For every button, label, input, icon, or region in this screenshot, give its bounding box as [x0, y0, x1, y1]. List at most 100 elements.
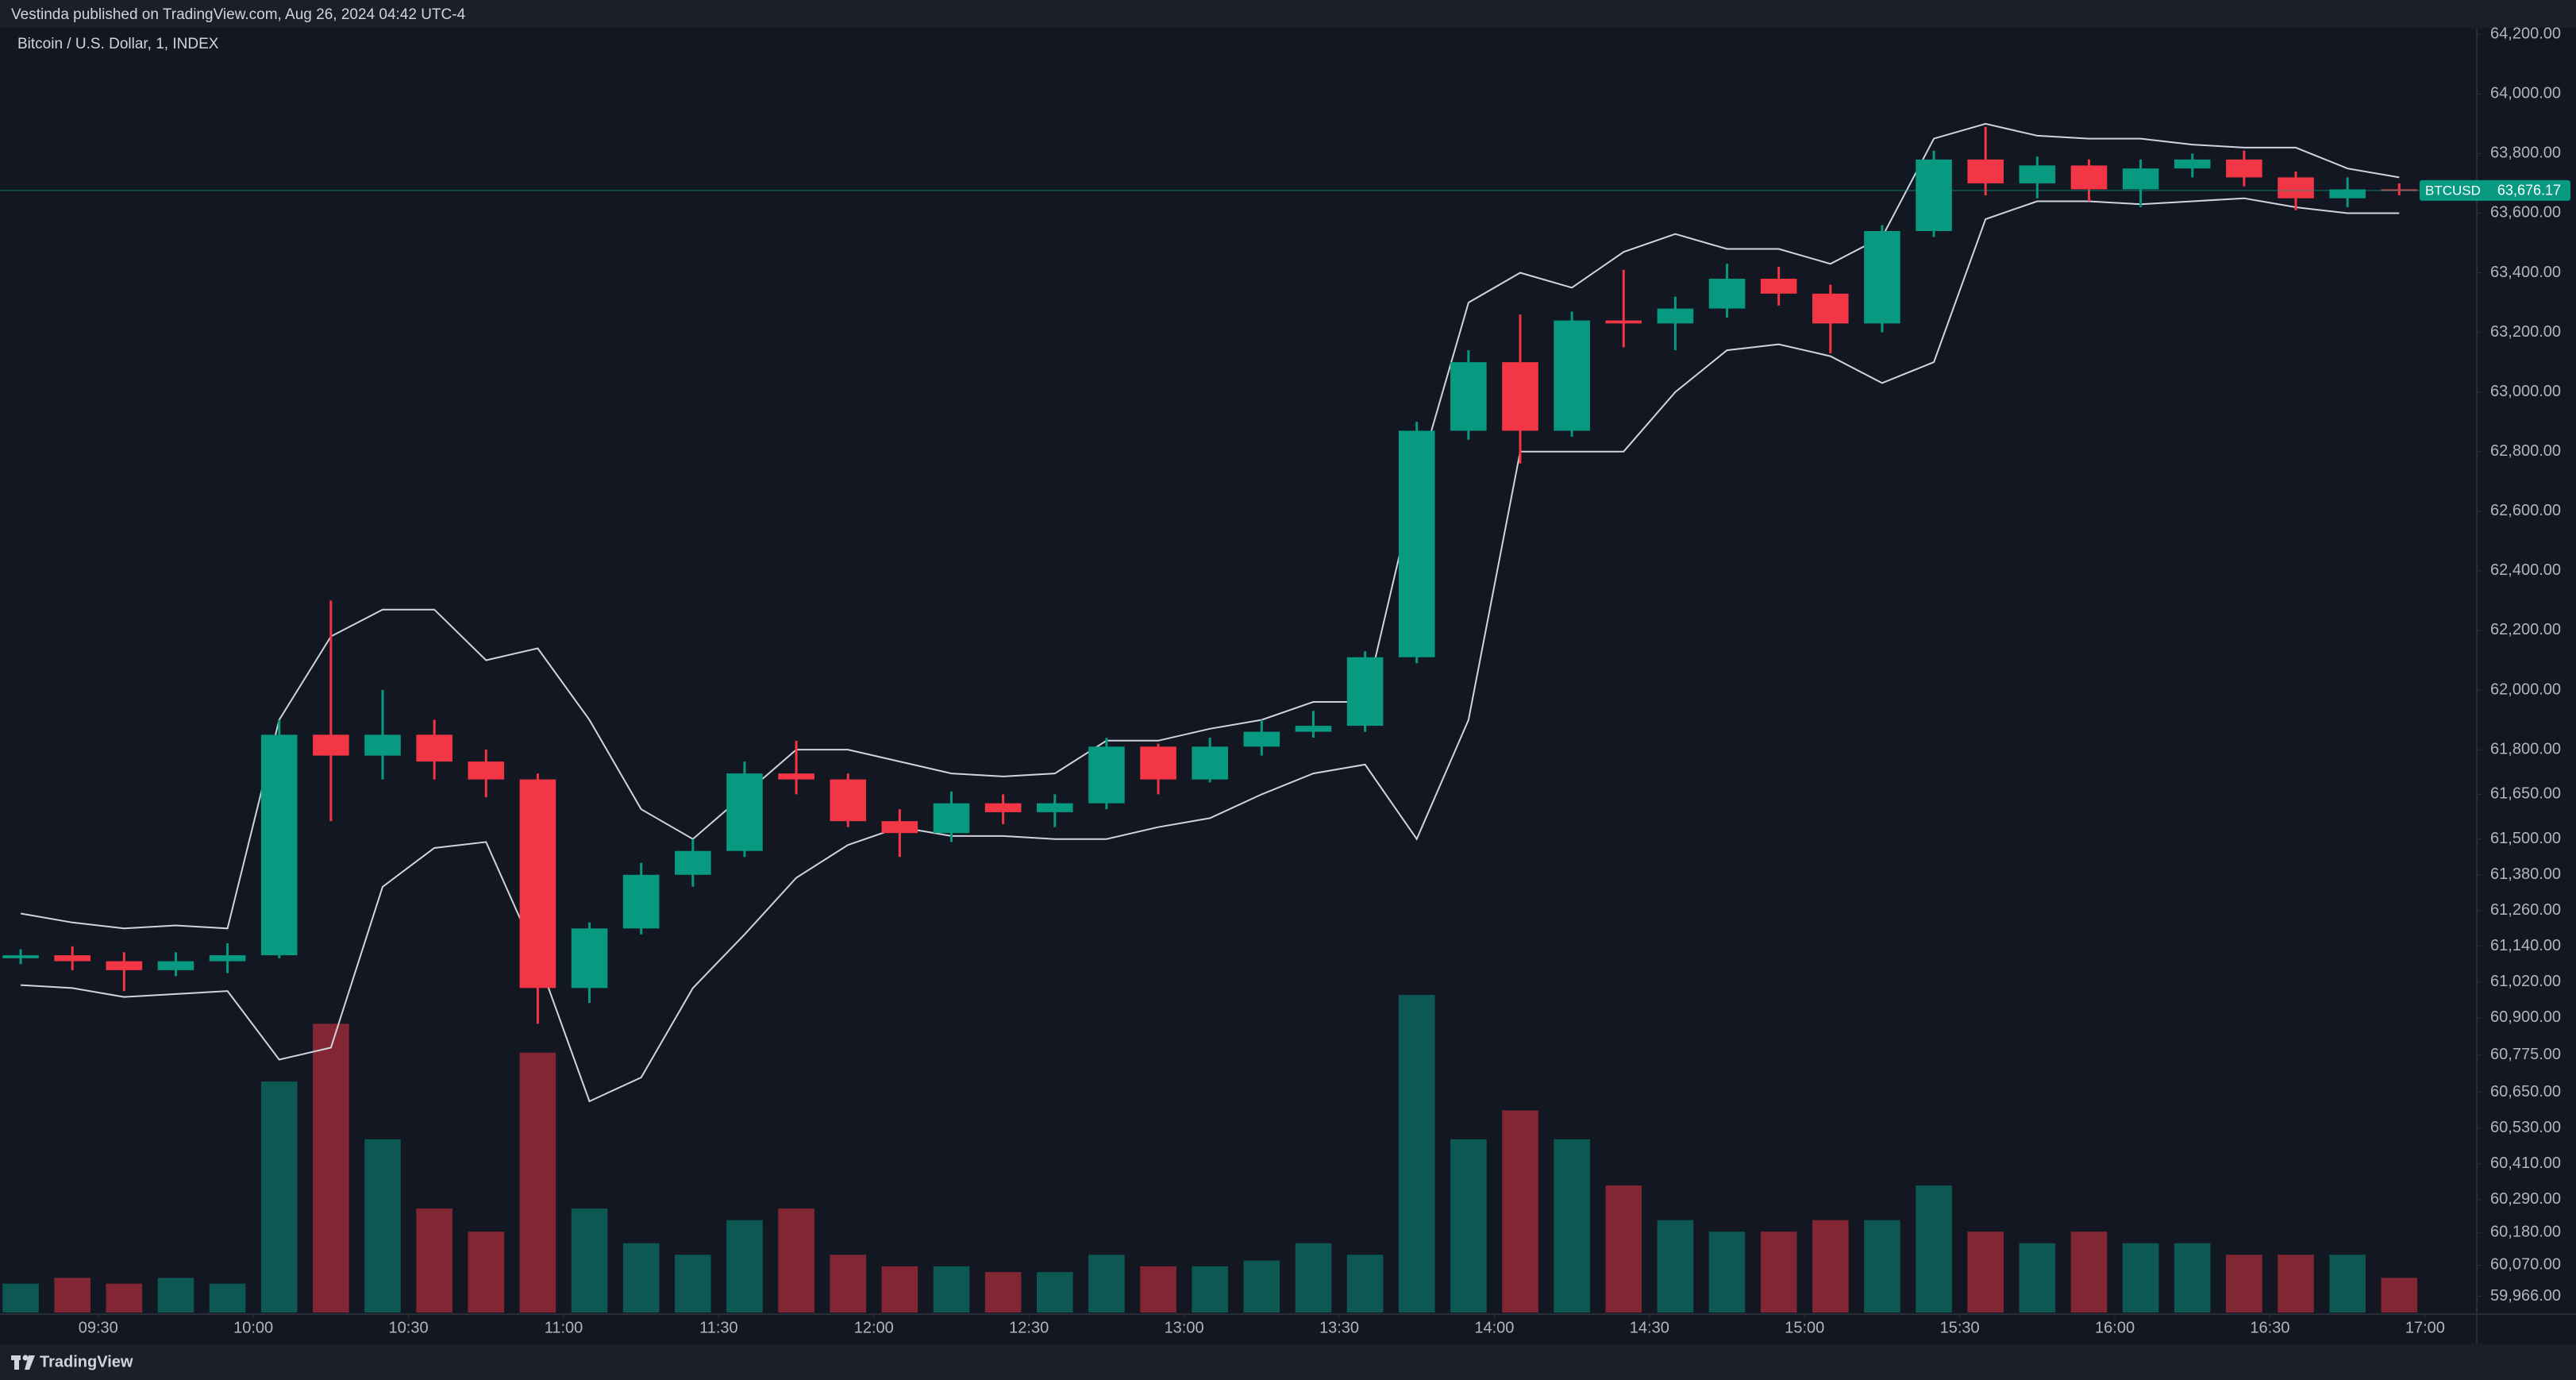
volume-bar	[1036, 1272, 1073, 1313]
candle-body	[933, 803, 970, 834]
candle	[313, 600, 349, 822]
x-tick-label: 15:00	[1785, 1319, 1824, 1336]
volume-bar	[1916, 1185, 1952, 1313]
y-tick-label: 63,000.00	[2490, 383, 2561, 400]
candle	[2174, 153, 2211, 178]
volume-bar	[1398, 995, 1435, 1313]
y-tick-label: 62,800.00	[2490, 442, 2561, 460]
y-tick-label: 61,020.00	[2490, 973, 2561, 990]
candle	[1605, 269, 1642, 348]
y-tick-label: 61,800.00	[2490, 740, 2561, 757]
y-tick-label: 59,966.00	[2490, 1287, 2561, 1305]
candle-body	[726, 773, 763, 851]
candle-body	[1295, 726, 1332, 732]
y-tick-label: 61,650.00	[2490, 785, 2561, 803]
footer-bar	[0, 1344, 2576, 1380]
x-tick-label: 10:30	[389, 1319, 429, 1336]
volume-bar	[1967, 1232, 2004, 1313]
candle	[1916, 150, 1952, 237]
volume-bar	[2278, 1255, 2314, 1313]
volume-bar	[2329, 1255, 2366, 1313]
candle	[2, 949, 39, 965]
volume-bar	[1657, 1220, 1694, 1313]
brand: TradingView	[40, 1353, 133, 1370]
volume-bar	[1554, 1139, 1590, 1313]
volume-bar	[571, 1208, 608, 1313]
candle	[622, 862, 660, 935]
candle	[1657, 296, 1694, 351]
volume-bar	[2226, 1255, 2262, 1313]
candle-body	[2226, 159, 2262, 178]
y-tick-label: 62,600.00	[2490, 502, 2561, 519]
candle-body	[1140, 746, 1176, 780]
x-tick-label: 11:00	[545, 1319, 583, 1336]
candle-body	[1605, 320, 1642, 324]
volume-bar	[1450, 1139, 1487, 1313]
header-text: Vestinda published on TradingView.com, A…	[11, 6, 466, 23]
volume-bar	[830, 1255, 867, 1313]
candle-body	[1502, 362, 1538, 431]
candle	[54, 946, 90, 970]
y-tick-label: 60,775.00	[2490, 1046, 2561, 1063]
y-tick-label: 61,500.00	[2490, 830, 2561, 847]
candle-body	[778, 773, 814, 780]
candle-body	[364, 734, 401, 756]
x-tick-label: 14:00	[1474, 1319, 1514, 1336]
volume-bar	[2070, 1232, 2108, 1313]
candle	[157, 952, 194, 977]
y-tick-label: 60,900.00	[2490, 1008, 2561, 1026]
x-tick-label: 13:30	[1319, 1319, 1359, 1336]
candle-body	[984, 803, 1022, 812]
band-lower	[21, 197, 2400, 1103]
candle-body	[571, 928, 608, 989]
candle	[416, 719, 452, 780]
candle	[519, 773, 556, 1024]
candle-body	[1864, 230, 1900, 324]
volume-bar	[1605, 1185, 1642, 1313]
volume-bar	[622, 1243, 660, 1313]
x-tick-label: 13:00	[1165, 1319, 1204, 1336]
candle	[2122, 159, 2159, 207]
x-tick-label: 16:00	[2095, 1319, 2135, 1336]
candle	[2019, 156, 2056, 199]
volume-bar	[54, 1278, 90, 1313]
y-tick-label: 63,400.00	[2490, 264, 2561, 281]
last-price-tag	[2420, 179, 2570, 201]
candle	[830, 773, 867, 827]
candle-body	[2070, 165, 2108, 190]
candle	[2070, 159, 2108, 202]
y-tick-label: 64,200.00	[2490, 25, 2561, 43]
candle	[1088, 738, 1125, 810]
candle-body	[519, 779, 556, 989]
volume-bar	[1346, 1255, 1384, 1313]
last-price-label: 63,676.17	[2497, 183, 2561, 199]
y-tick-label: 61,260.00	[2490, 901, 2561, 919]
candle-body	[1760, 279, 1797, 294]
x-tick-label: 14:30	[1630, 1319, 1669, 1336]
volume-bar	[1088, 1255, 1125, 1313]
candle	[778, 740, 814, 795]
y-tick-label: 60,180.00	[2490, 1223, 2561, 1240]
volume-bar	[1708, 1232, 1746, 1313]
candle	[1243, 719, 1280, 756]
candle	[209, 943, 246, 973]
volume-bar	[1140, 1266, 1176, 1313]
volume-bar	[984, 1272, 1022, 1313]
candle	[1192, 738, 1228, 783]
x-tick-label: 12:30	[1009, 1319, 1049, 1336]
candle	[1140, 743, 1176, 795]
candle-body	[881, 821, 918, 834]
volume-bar	[260, 1081, 298, 1313]
candle	[364, 690, 401, 780]
candle	[571, 922, 608, 1004]
candle-body	[157, 961, 194, 970]
candle-body	[2019, 165, 2056, 183]
candle	[1967, 126, 2004, 195]
candle-body	[260, 734, 298, 956]
candle-body	[1450, 362, 1487, 431]
volume-bar	[1243, 1260, 1280, 1313]
volume-bar	[1812, 1220, 1849, 1313]
candle	[1502, 314, 1538, 464]
x-tick-label: 10:00	[233, 1319, 273, 1336]
